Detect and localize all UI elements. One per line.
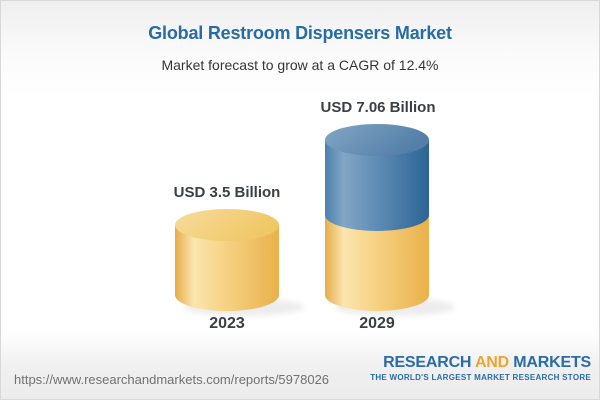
brand-logo: RESEARCH AND MARKETS THE WORLD'S LARGEST…: [370, 354, 591, 382]
logo-tagline: THE WORLD'S LARGEST MARKET RESEARCH STOR…: [370, 372, 591, 382]
page-subtitle: Market forecast to grow at a CAGR of 12.…: [161, 57, 439, 73]
page-title: Global Restroom Dispensers Market: [148, 23, 452, 43]
logo-and-text: AND: [474, 354, 510, 371]
cylinder-2029-base-segment: [325, 215, 429, 311]
value-label-2029: USD 7.06 Billion: [320, 99, 436, 116]
logo-research-text: RESEARCH: [383, 354, 472, 371]
cylinder-2023-body: [175, 225, 279, 311]
brand-logo-wordmark: RESEARCH AND MARKETS: [370, 354, 591, 372]
logo-markets-text: MARKETS: [513, 354, 591, 371]
cylinder-2029-growth-segment: [325, 140, 429, 231]
cylinder-2029: [325, 124, 455, 316]
year-label-2023: 2023: [209, 315, 245, 332]
cylinder-2023-top: [175, 209, 279, 241]
cylinder-2023: [175, 209, 304, 316]
value-label-2023: USD 3.5 Billion: [173, 184, 281, 201]
cylinder-2029-top: [325, 124, 429, 156]
report-url-text: https://www.researchandmarkets.com/repor…: [14, 372, 330, 387]
year-label-2029: 2029: [359, 315, 395, 332]
